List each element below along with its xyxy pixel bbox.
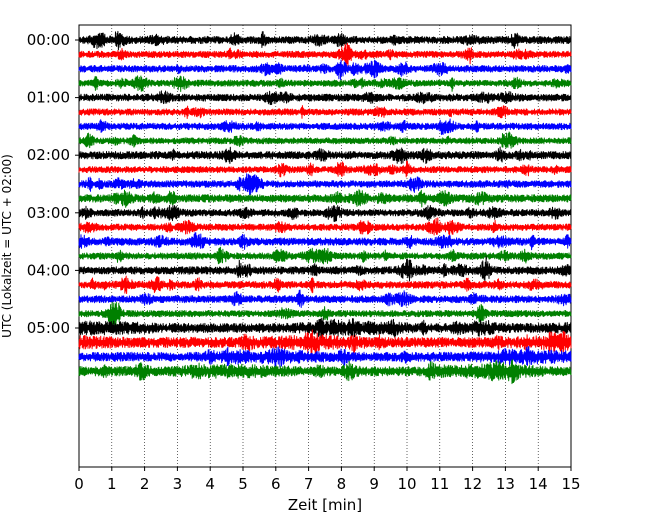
x-tick-label-0: 0 xyxy=(74,475,84,493)
trace-line-11 xyxy=(78,173,572,196)
x-tick-label-1: 1 xyxy=(107,475,117,493)
trace-line-4 xyxy=(78,75,572,92)
y-axis-label: UTC (Lokalzeit = UTC + 02:00) xyxy=(0,154,14,338)
x-tick-label-15: 15 xyxy=(561,475,580,493)
trace-line-1 xyxy=(78,30,572,51)
seismogram-traces xyxy=(78,30,572,385)
trace-line-23 xyxy=(78,346,572,368)
x-tick-label-9: 9 xyxy=(369,475,379,493)
x-axis-ticks: 0 1 2 3 4 5 6 7 8 9 10 11 12 13 14 15 xyxy=(74,467,581,493)
x-tick-label-13: 13 xyxy=(496,475,515,493)
x-tick-label-7: 7 xyxy=(304,475,314,493)
y-tick-label-3: 03:00 xyxy=(27,204,70,222)
x-tick-label-10: 10 xyxy=(397,475,416,493)
x-tick-label-14: 14 xyxy=(529,475,548,493)
trace-line-12 xyxy=(78,189,572,208)
trace-line-6 xyxy=(78,105,572,119)
plot-frame xyxy=(78,24,572,468)
y-axis-ticks: 00:00 01:00 02:00 03:00 04:00 05:00 xyxy=(27,31,79,337)
trace-line-8 xyxy=(78,131,572,149)
trace-line-15 xyxy=(78,232,572,251)
x-tick-label-2: 2 xyxy=(140,475,150,493)
x-tick-label-12: 12 xyxy=(463,475,482,493)
x-tick-label-5: 5 xyxy=(238,475,248,493)
trace-line-7 xyxy=(78,118,572,136)
trace-line-17 xyxy=(78,256,572,282)
trace-line-13 xyxy=(78,204,572,222)
trace-line-16 xyxy=(78,246,572,265)
y-tick-label-4: 04:00 xyxy=(27,261,70,279)
trace-line-2 xyxy=(78,42,572,67)
x-tick-label-6: 6 xyxy=(271,475,281,493)
trace-line-22 xyxy=(78,329,572,355)
vertical-grid xyxy=(111,25,539,467)
trace-line-20 xyxy=(78,301,572,328)
y-tick-label-2: 02:00 xyxy=(27,146,70,164)
y-tick-label-0: 00:00 xyxy=(27,31,70,49)
trace-line-9 xyxy=(78,146,572,165)
trace-line-24 xyxy=(78,359,572,385)
x-tick-label-8: 8 xyxy=(337,475,347,493)
trace-line-10 xyxy=(78,160,572,178)
trace-line-3 xyxy=(78,59,572,81)
x-axis-label: Zeit [min] xyxy=(288,496,362,514)
trace-line-21 xyxy=(78,317,572,340)
x-tick-label-4: 4 xyxy=(205,475,215,493)
trace-line-14 xyxy=(78,217,572,236)
trace-line-19 xyxy=(78,289,572,308)
x-tick-label-11: 11 xyxy=(430,475,449,493)
trace-line-5 xyxy=(78,90,572,106)
y-tick-label-5: 05:00 xyxy=(27,319,70,337)
y-tick-label-1: 01:00 xyxy=(27,89,70,107)
x-tick-label-3: 3 xyxy=(173,475,183,493)
trace-line-18 xyxy=(78,275,572,294)
